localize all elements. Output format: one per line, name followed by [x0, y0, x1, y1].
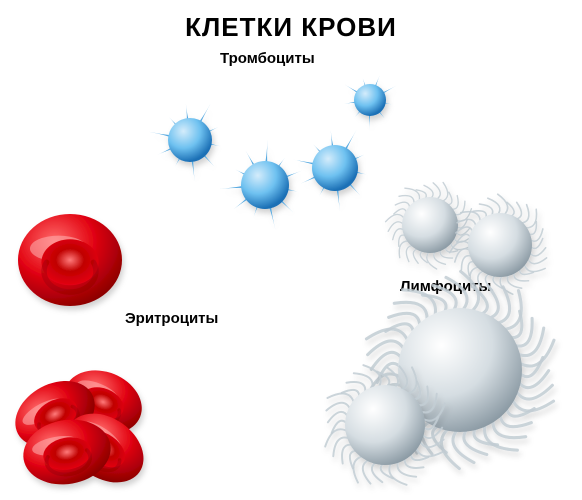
lymphocyte-cell [386, 182, 472, 269]
erythrocytes-group [4, 214, 157, 497]
thrombocyte-cell [292, 130, 366, 211]
thrombocyte-cell [149, 104, 220, 182]
thrombocyte-cell [344, 75, 397, 130]
cells-canvas [0, 0, 582, 500]
lymphocytes-group [325, 182, 554, 484]
erythrocyte-cell [18, 214, 122, 306]
thrombocytes-group [149, 75, 397, 229]
thrombocyte-cell [220, 139, 302, 229]
